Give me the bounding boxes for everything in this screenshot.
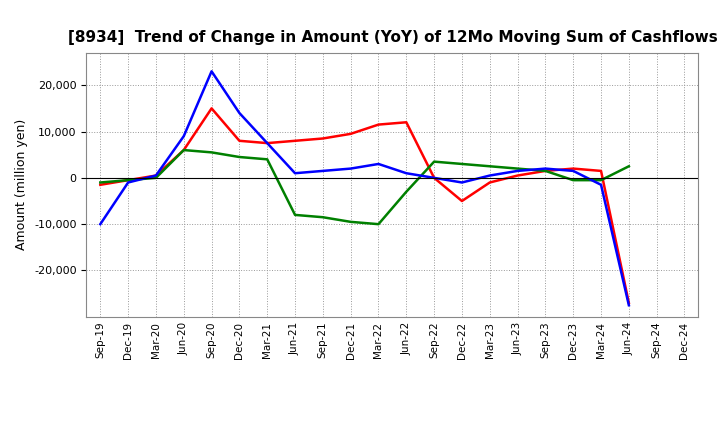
- Free Cashflow: [263, 140, 271, 146]
- Free Cashflow: [291, 171, 300, 176]
- Free Cashflow: [430, 175, 438, 180]
- Free Cashflow: [485, 173, 494, 178]
- Operating Cashflow: [235, 138, 243, 143]
- Free Cashflow: [318, 168, 327, 173]
- Operating Cashflow: [207, 106, 216, 111]
- Investing Cashflow: [624, 164, 633, 169]
- Investing Cashflow: [346, 219, 355, 224]
- Investing Cashflow: [374, 221, 383, 227]
- Investing Cashflow: [152, 175, 161, 180]
- Operating Cashflow: [374, 122, 383, 127]
- Investing Cashflow: [263, 157, 271, 162]
- Line: Free Cashflow: Free Cashflow: [100, 71, 629, 305]
- Investing Cashflow: [597, 177, 606, 183]
- Free Cashflow: [207, 69, 216, 74]
- Operating Cashflow: [430, 175, 438, 180]
- Free Cashflow: [513, 168, 522, 173]
- Operating Cashflow: [541, 168, 550, 173]
- Free Cashflow: [235, 110, 243, 116]
- Free Cashflow: [346, 166, 355, 171]
- Operating Cashflow: [291, 138, 300, 143]
- Operating Cashflow: [346, 131, 355, 136]
- Y-axis label: Amount (million yen): Amount (million yen): [16, 119, 29, 250]
- Investing Cashflow: [402, 189, 410, 194]
- Investing Cashflow: [485, 164, 494, 169]
- Operating Cashflow: [263, 140, 271, 146]
- Operating Cashflow: [179, 147, 188, 153]
- Investing Cashflow: [318, 215, 327, 220]
- Operating Cashflow: [402, 120, 410, 125]
- Free Cashflow: [124, 180, 132, 185]
- Investing Cashflow: [207, 150, 216, 155]
- Investing Cashflow: [291, 212, 300, 217]
- Investing Cashflow: [569, 177, 577, 183]
- Operating Cashflow: [152, 173, 161, 178]
- Operating Cashflow: [124, 177, 132, 183]
- Investing Cashflow: [430, 159, 438, 164]
- Operating Cashflow: [458, 198, 467, 204]
- Line: Operating Cashflow: Operating Cashflow: [100, 108, 629, 303]
- Free Cashflow: [96, 221, 104, 227]
- Free Cashflow: [458, 180, 467, 185]
- Free Cashflow: [597, 182, 606, 187]
- Operating Cashflow: [96, 182, 104, 187]
- Free Cashflow: [541, 166, 550, 171]
- Investing Cashflow: [513, 166, 522, 171]
- Title: [8934]  Trend of Change in Amount (YoY) of 12Mo Moving Sum of Cashflows: [8934] Trend of Change in Amount (YoY) o…: [68, 29, 717, 45]
- Operating Cashflow: [485, 180, 494, 185]
- Investing Cashflow: [235, 154, 243, 160]
- Investing Cashflow: [541, 168, 550, 173]
- Free Cashflow: [569, 168, 577, 173]
- Free Cashflow: [402, 171, 410, 176]
- Operating Cashflow: [597, 168, 606, 173]
- Investing Cashflow: [124, 177, 132, 183]
- Operating Cashflow: [318, 136, 327, 141]
- Line: Investing Cashflow: Investing Cashflow: [100, 150, 629, 224]
- Operating Cashflow: [624, 300, 633, 305]
- Investing Cashflow: [179, 147, 188, 153]
- Free Cashflow: [374, 161, 383, 167]
- Free Cashflow: [624, 303, 633, 308]
- Operating Cashflow: [513, 173, 522, 178]
- Operating Cashflow: [569, 166, 577, 171]
- Free Cashflow: [152, 173, 161, 178]
- Free Cashflow: [179, 133, 188, 139]
- Investing Cashflow: [96, 180, 104, 185]
- Investing Cashflow: [458, 161, 467, 167]
